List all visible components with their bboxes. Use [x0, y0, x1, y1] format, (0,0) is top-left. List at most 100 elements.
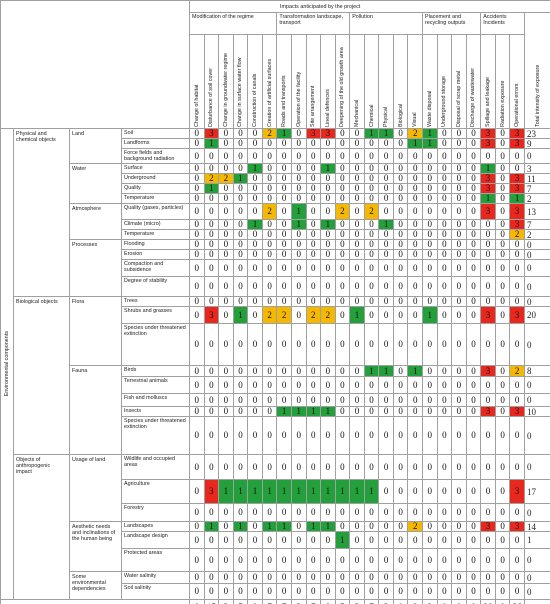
impact-value: 0 [189, 406, 205, 417]
impact-value: 0 [320, 183, 336, 194]
impact-value: 0 [305, 229, 322, 240]
impact-value: 0 [465, 365, 482, 377]
impact-value: 0 [480, 376, 496, 394]
impact-value: 1 [378, 128, 394, 139]
impact-value: 0 [363, 503, 380, 522]
column-header-cell: Disturbance of soil cover [203, 34, 220, 129]
column-header: Construction of canals [252, 73, 259, 127]
impact-value: 0 [189, 138, 205, 149]
impact-value: 0 [305, 393, 322, 407]
row-total: 0 [523, 249, 550, 260]
impact-value: 1 [320, 219, 336, 230]
impact-value: 0 [451, 173, 467, 184]
impact-value: 1 [320, 479, 336, 504]
impact-value: 0 [363, 521, 380, 532]
row-total: 2 [523, 193, 550, 204]
impact-value: 0 [247, 454, 263, 480]
impact-value: 0 [363, 138, 380, 149]
impact-value: 0 [276, 219, 292, 230]
impact-value: 0 [189, 183, 205, 194]
impact-value: 0 [218, 138, 234, 149]
impact-value: 0 [480, 276, 496, 297]
data-row: Some environmental dependencies Water sal… [1, 571, 550, 600]
impact-value: 0 [480, 479, 496, 504]
impact-value: 0 [451, 296, 467, 307]
impact-value: 0 [203, 406, 220, 417]
impact-value: 0 [407, 163, 423, 174]
impact-value: 0 [232, 548, 249, 572]
impact-value: 0 [509, 323, 525, 366]
impact-value: 0 [203, 219, 220, 230]
impact-value: 0 [261, 365, 278, 377]
impact-value: 0 [465, 128, 482, 139]
impact-value: 0 [494, 548, 511, 572]
grand-total: 147 [523, 599, 550, 604]
impact-value: 0 [334, 503, 351, 522]
column-header: Roads and transports [281, 75, 288, 127]
group-name: Usage of land [69, 454, 122, 522]
impact-value: 0 [261, 239, 278, 250]
impact-value: 1 [480, 163, 496, 174]
impact-value: 3 [509, 306, 525, 324]
impact-value: 0 [305, 454, 322, 480]
row-total: 11 [523, 173, 550, 184]
column-header-cell: Operational errors [509, 34, 525, 129]
impact-value: 0 [407, 276, 423, 297]
impact-value: 0 [422, 365, 438, 377]
data-row: Terrestrial animals 0 0 0 0 0 0 0 0 0 0 0 0 0 0 0 0 0 0 0 0 0… [1, 376, 550, 394]
impact-value: 0 [392, 193, 409, 204]
impact-value: 1 [290, 219, 307, 230]
impact-value: 0 [189, 163, 205, 174]
impact-value: 0 [392, 365, 409, 377]
impact-value: 0 [334, 416, 351, 455]
column-header: Disposal of scrap metal [455, 70, 462, 127]
impact-value: 0 [247, 376, 263, 394]
impact-value: 0 [189, 219, 205, 230]
impact-value: 1 [276, 128, 292, 139]
column-header: Site arrangement [310, 85, 317, 127]
impact-value: 0 [247, 365, 263, 377]
column-header: Spillage and leakage [485, 76, 492, 127]
impact-value: 0 [276, 323, 292, 366]
data-row: Fauna Birds 0 0 0 0 0 0 0 0 0 0 0 0 1 1 0 1 0 0 0 0 3 0 2 8 [1, 365, 550, 455]
impact-value: 0 [451, 479, 467, 504]
impact-value: 1 [349, 306, 365, 324]
column-total: 8 [320, 599, 336, 604]
impact-value: 1 [232, 521, 249, 532]
impact-value: 0 [349, 521, 365, 532]
data-row: Species under threatened extinction 0 0 0 0 0… [1, 323, 550, 366]
impact-value: 0 [480, 583, 496, 600]
impact-value: 0 [276, 183, 292, 194]
impact-value: 0 [494, 183, 511, 194]
impact-value: 0 [305, 571, 322, 584]
impact-value: 0 [247, 531, 263, 549]
impact-value: 0 [290, 503, 307, 522]
impact-value: 0 [218, 193, 234, 204]
impact-value: 0 [290, 148, 307, 164]
impact-value: 0 [392, 531, 409, 549]
impact-value: 0 [451, 521, 467, 532]
impact-value: 0 [334, 163, 351, 174]
impact-value: 0 [247, 323, 263, 366]
impact-value: 0 [232, 249, 249, 260]
row-total: 3 [523, 163, 550, 174]
impact-value: 0 [378, 306, 394, 324]
impact-value: 0 [378, 183, 394, 194]
impact-value: 0 [349, 239, 365, 250]
impact-value: 0 [363, 296, 380, 307]
impact-value: 0 [218, 203, 234, 220]
impact-value: 0 [363, 393, 380, 407]
impact-value: 0 [305, 163, 322, 174]
item-name: Temperature [121, 229, 190, 240]
impact-value: 0 [451, 259, 467, 277]
impact-value: 3 [203, 479, 220, 504]
data-row: Erosion 0 0 0 0 0 0 0 0 0 0 0 0 0 0 0 0 0 0 0 0 0 0 0 0 [1, 249, 550, 260]
impact-value: 0 [189, 521, 205, 532]
impact-value: 0 [451, 531, 467, 549]
impact-value: 0 [436, 276, 453, 297]
header-title: Impacts anticipated by the project [188, 0, 550, 13]
impact-value: 0 [436, 239, 453, 250]
impact-value: 0 [349, 276, 365, 297]
column-total: 8 [407, 599, 423, 604]
